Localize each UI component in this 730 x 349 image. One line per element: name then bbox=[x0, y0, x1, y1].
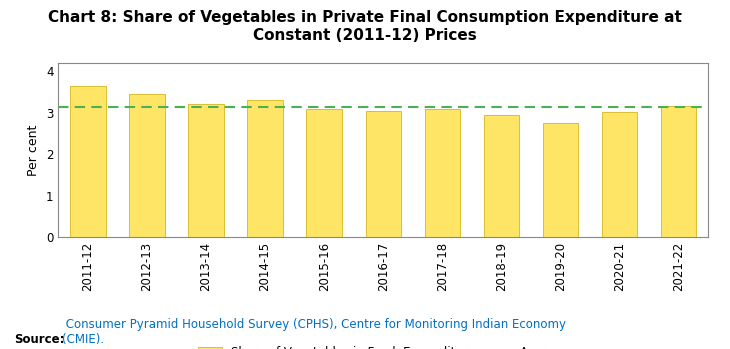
Y-axis label: Per cent: Per cent bbox=[28, 124, 40, 176]
Text: Consumer Pyramid Household Survey (CPHS), Centre for Monitoring Indian Economy
(: Consumer Pyramid Household Survey (CPHS)… bbox=[62, 318, 566, 346]
Bar bbox=[366, 111, 401, 237]
Bar bbox=[602, 112, 637, 237]
Legend: Share of Vegetables in Food  Expenditure, Average: Share of Vegetables in Food Expenditure,… bbox=[195, 342, 572, 349]
Bar bbox=[188, 104, 224, 237]
Bar bbox=[129, 94, 165, 237]
Bar bbox=[247, 100, 283, 237]
Bar bbox=[484, 115, 519, 237]
Bar bbox=[307, 109, 342, 237]
Bar bbox=[70, 86, 106, 237]
Text: Chart 8: Share of Vegetables in Private Final Consumption Expenditure at
Constan: Chart 8: Share of Vegetables in Private … bbox=[48, 10, 682, 43]
Text: Source:: Source: bbox=[15, 333, 65, 346]
Bar bbox=[661, 106, 696, 237]
Bar bbox=[542, 123, 578, 237]
Bar bbox=[425, 109, 460, 237]
